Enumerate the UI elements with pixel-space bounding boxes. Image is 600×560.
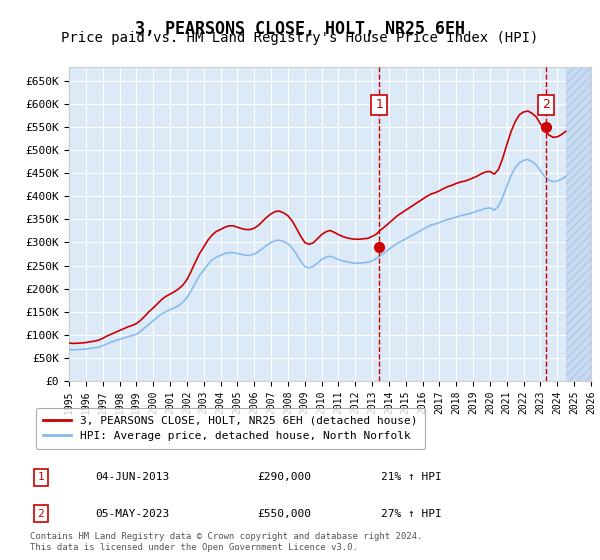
Text: 21% ↑ HPI: 21% ↑ HPI: [381, 473, 442, 482]
Text: Price paid vs. HM Land Registry's House Price Index (HPI): Price paid vs. HM Land Registry's House …: [61, 31, 539, 45]
Text: £290,000: £290,000: [257, 473, 311, 482]
Text: 2: 2: [37, 509, 44, 519]
Text: 2: 2: [542, 99, 550, 111]
Bar: [566, 67, 591, 381]
Text: 04-JUN-2013: 04-JUN-2013: [95, 473, 169, 482]
Legend: 3, PEARSONS CLOSE, HOLT, NR25 6EH (detached house), HPI: Average price, detached: 3, PEARSONS CLOSE, HOLT, NR25 6EH (detac…: [35, 408, 425, 449]
Text: 27% ↑ HPI: 27% ↑ HPI: [381, 509, 442, 519]
Text: 1: 1: [37, 473, 44, 482]
Text: Contains HM Land Registry data © Crown copyright and database right 2024.
This d: Contains HM Land Registry data © Crown c…: [30, 532, 422, 552]
Text: 3, PEARSONS CLOSE, HOLT, NR25 6EH: 3, PEARSONS CLOSE, HOLT, NR25 6EH: [135, 20, 465, 38]
Text: 1: 1: [375, 99, 383, 111]
Text: £550,000: £550,000: [257, 509, 311, 519]
Text: 05-MAY-2023: 05-MAY-2023: [95, 509, 169, 519]
